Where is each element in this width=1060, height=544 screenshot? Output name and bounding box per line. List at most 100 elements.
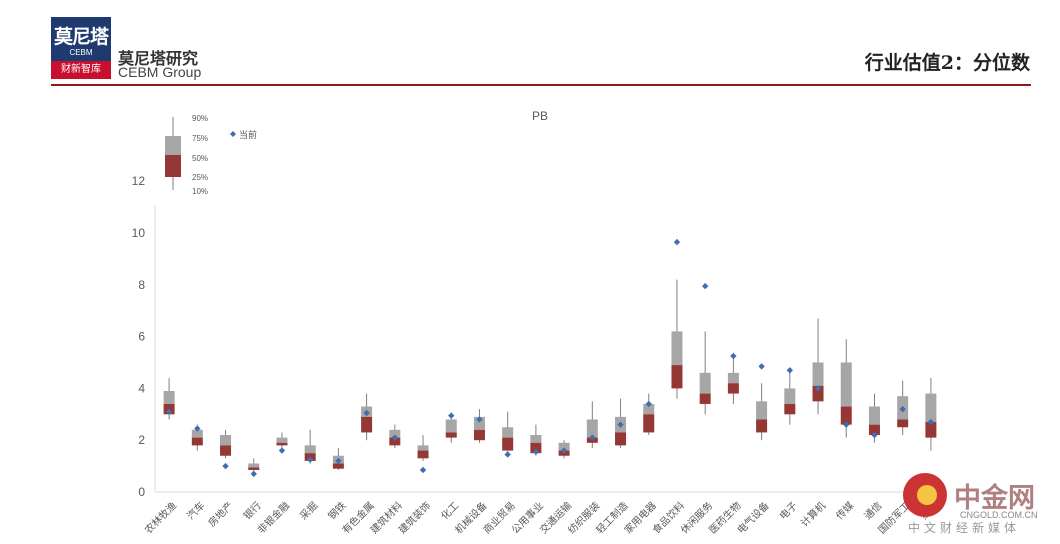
x-tick-label: 传媒	[834, 500, 857, 523]
current-marker-0	[165, 408, 173, 415]
box-lower-17	[643, 414, 655, 433]
box-lower-8	[389, 437, 401, 446]
box-upper-3	[248, 463, 260, 468]
logo-top-block: 莫尼塔 CEBM	[51, 17, 111, 61]
box-lower-13	[530, 442, 542, 454]
current-marker-22	[786, 367, 794, 374]
current-marker-2	[222, 462, 229, 470]
box-upper-17	[643, 403, 655, 415]
box-upper-13	[530, 435, 542, 443]
box-upper-22	[784, 388, 796, 404]
x-tick-label: 电子	[777, 499, 800, 522]
x-tick-label: 房地产	[205, 499, 235, 529]
box-lower-9	[417, 450, 429, 459]
box-upper-18	[671, 331, 683, 366]
y-axis: 0 2 4 6 8 10 12	[132, 174, 945, 499]
box-lower-16	[615, 432, 627, 446]
box-upper-2	[220, 435, 232, 446]
watermark-subtitle: 中文财经新媒体	[908, 521, 1021, 535]
header-divider	[51, 84, 1031, 86]
page-title: 行业估值2：分位数	[864, 52, 1030, 74]
x-tick-label: 通信	[862, 500, 885, 523]
y-tick-label: 12	[132, 174, 146, 188]
brand-english: CEBM Group	[118, 64, 202, 80]
box-upper-27	[925, 393, 937, 423]
box-lower-10	[445, 432, 457, 438]
current-marker-8	[391, 434, 399, 441]
box-lower-2	[220, 445, 232, 456]
box-upper-11	[473, 416, 485, 430]
y-tick-label: 0	[138, 485, 145, 499]
legend-current-label: 当前	[239, 129, 257, 141]
logo-english-name: CEBM	[69, 48, 93, 57]
x-tick-label: 采掘	[297, 499, 320, 522]
plot-area	[163, 238, 937, 478]
box-lower-12	[502, 437, 514, 451]
x-tick-label: 农林牧渔	[142, 499, 179, 536]
box-upper-21	[756, 401, 768, 420]
legend-percentile-label: 75%	[192, 134, 208, 143]
box-lower-27	[925, 422, 937, 438]
brand-chinese: 莫尼塔研究	[118, 49, 199, 68]
box-upper-5	[304, 445, 316, 454]
legend-current-marker	[230, 131, 236, 137]
box-upper-12	[502, 427, 514, 438]
watermark-name: 中金网	[954, 483, 1035, 514]
current-marker-10	[448, 412, 455, 419]
logo-chinese-name: 莫尼塔	[53, 26, 109, 48]
box-lower-26	[897, 419, 909, 428]
box-lower-20	[727, 383, 739, 394]
current-marker-25	[871, 431, 878, 439]
box-lower-6	[332, 463, 344, 469]
current-marker-15	[589, 434, 596, 441]
legend-percentile-label: 50%	[192, 154, 208, 163]
legend-percentile-label: 10%	[192, 187, 208, 196]
current-marker-3	[250, 470, 257, 478]
box-lower-18	[671, 365, 683, 389]
x-tick-label: 计算机	[798, 499, 828, 529]
box-upper-0	[163, 390, 175, 404]
box-upper-1	[191, 429, 203, 438]
current-marker-24	[843, 421, 850, 428]
current-marker-17	[645, 400, 652, 408]
legend-percentile-label: 25%	[192, 173, 208, 182]
current-marker-5	[306, 456, 314, 463]
box-upper-4	[276, 437, 288, 443]
current-marker-18	[673, 238, 681, 246]
box-upper-15	[586, 419, 598, 438]
y-tick-label: 4	[138, 381, 145, 395]
box-lower-4	[276, 442, 288, 446]
box-upper-14	[558, 442, 570, 451]
legend-upper-box	[165, 136, 181, 155]
box-lower-11	[473, 429, 485, 441]
y-tick-label: 2	[138, 433, 145, 447]
current-marker-6	[335, 457, 342, 465]
current-marker-16	[617, 421, 624, 428]
watermark-url: CNGOLD.COM.CN	[960, 510, 1038, 520]
box-upper-24	[840, 362, 852, 407]
y-tick-label: 8	[138, 278, 145, 292]
current-marker-7	[363, 409, 370, 417]
logo-subtitle: 财新智库	[51, 61, 111, 79]
x-tick-label: 化工	[438, 499, 461, 522]
cebm-logo: 莫尼塔 CEBM 财新智库	[51, 17, 111, 79]
current-marker-26	[899, 405, 906, 413]
box-upper-23	[812, 362, 824, 386]
current-marker-27	[927, 418, 935, 426]
box-upper-20	[727, 372, 739, 384]
chart-title: PB	[532, 109, 548, 123]
box-lower-24	[840, 406, 852, 425]
current-marker-13	[532, 448, 540, 456]
current-marker-9	[419, 466, 427, 474]
x-tick-label: 钢铁	[325, 499, 348, 522]
legend-percentile-label: 90%	[192, 114, 208, 123]
current-marker-20	[730, 352, 737, 360]
box-upper-10	[445, 419, 457, 433]
current-marker-19	[701, 282, 709, 290]
current-marker-11	[476, 416, 483, 423]
box-upper-8	[389, 429, 401, 438]
box-upper-25	[868, 406, 880, 425]
box-lower-25	[868, 424, 880, 436]
